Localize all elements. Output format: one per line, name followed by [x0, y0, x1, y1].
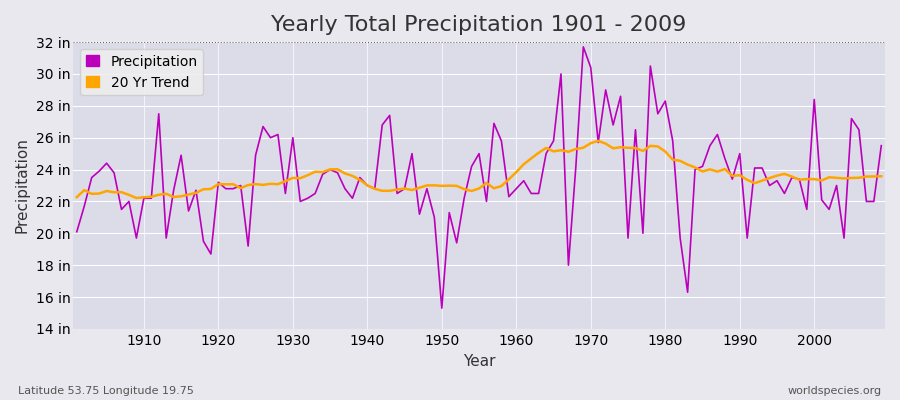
Text: Latitude 53.75 Longitude 19.75: Latitude 53.75 Longitude 19.75	[18, 386, 194, 396]
Y-axis label: Precipitation: Precipitation	[15, 138, 30, 234]
Title: Yearly Total Precipitation 1901 - 2009: Yearly Total Precipitation 1901 - 2009	[272, 15, 687, 35]
Legend: Precipitation, 20 Yr Trend: Precipitation, 20 Yr Trend	[80, 49, 203, 95]
Text: worldspecies.org: worldspecies.org	[788, 386, 882, 396]
X-axis label: Year: Year	[463, 354, 495, 369]
